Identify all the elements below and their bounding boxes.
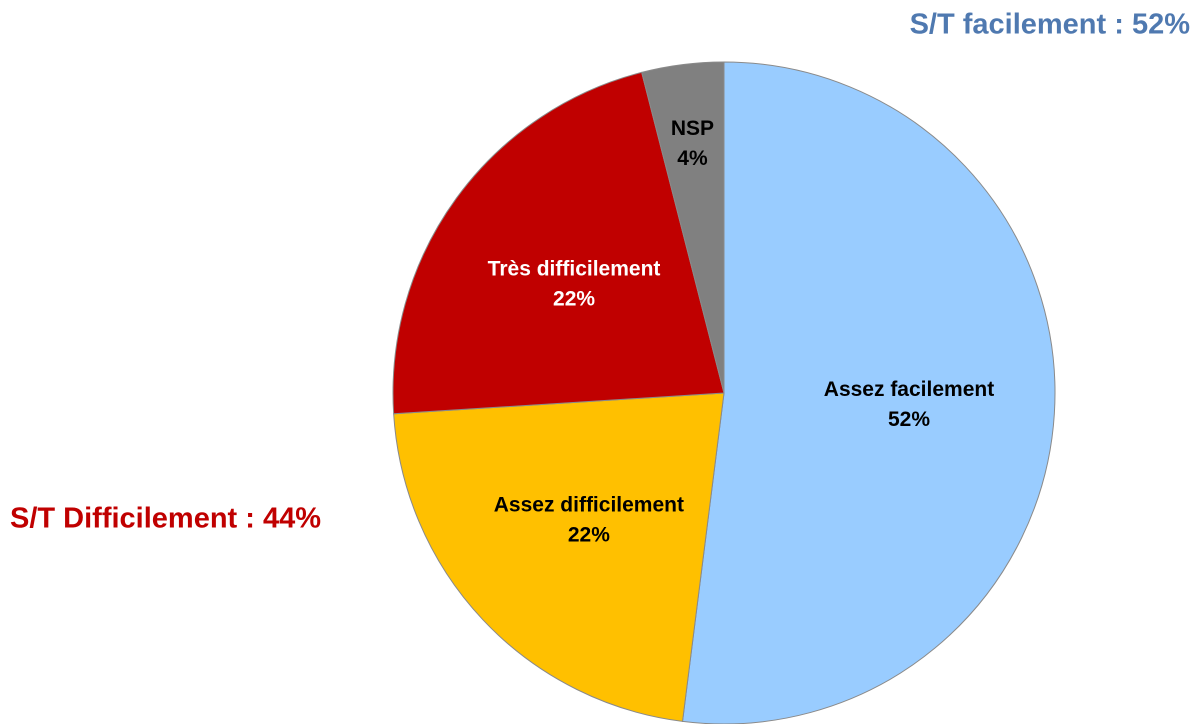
slice-label: Assez facilement [824, 378, 994, 401]
slice-value: 22% [553, 288, 595, 311]
pie-slice [392, 71, 725, 415]
slice-value: 52% [888, 408, 930, 431]
slice-value: 22% [568, 523, 610, 546]
annotation: S/T Difficilement : 44% [10, 503, 321, 535]
slice-label: Assez difficilement [494, 493, 684, 516]
annotation: S/T facilement : 52% [910, 9, 1191, 41]
pie-slice [393, 392, 725, 722]
slice-label: Très difficilement [488, 258, 661, 281]
slice-label: NSP [671, 117, 714, 140]
pie-slice [681, 61, 1056, 724]
pie-slice [641, 61, 725, 394]
slice-value: 4% [677, 147, 708, 170]
